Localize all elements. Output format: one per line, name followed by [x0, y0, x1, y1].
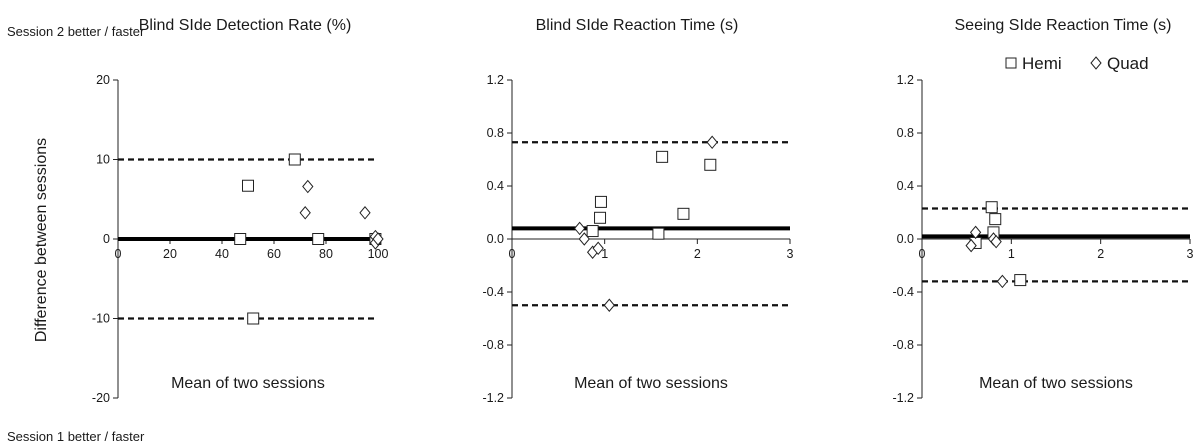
chart-title: Blind SIde Detection Rate (%) [139, 17, 352, 34]
chart-blind-reaction-time: Blind SIde Reaction Time (s) -1.2 -0.8 -0.4… [482, 17, 793, 405]
y-tick-label: 1.2 [487, 73, 504, 87]
x-tick-label: 40 [215, 247, 229, 261]
hemi-point [656, 150, 669, 163]
y-tick-label: -20 [92, 391, 110, 405]
x-tick-label: 0 [919, 247, 926, 261]
y-tick-label: 10 [96, 153, 110, 167]
y-tick-label: 0.8 [897, 126, 914, 140]
y-tick-label: 1.2 [897, 73, 914, 87]
x-tick-label: 2 [1097, 247, 1104, 261]
y-tick-label: 0.0 [487, 232, 504, 246]
y-tick-label: -0.4 [482, 285, 504, 299]
quad-point [372, 232, 384, 246]
session-2-note: Session 2 better / faster [7, 24, 145, 39]
quad-point [990, 234, 1002, 249]
chart-detection-rate: Blind SIde Detection Rate (%) -20 -10 0 10 20… [92, 17, 389, 405]
y-tick-label: 0 [103, 232, 110, 246]
hemi-point [1014, 274, 1027, 287]
x-tick-label: 3 [787, 247, 794, 261]
quad-point [969, 225, 982, 240]
quad-point [573, 221, 586, 236]
x-tick-label: 3 [1187, 247, 1194, 261]
chart-seeing-reaction-time: Seeing SIde Reaction Time (s) -1.2 -0.8 -0.… [892, 17, 1193, 405]
y-tick-label: 0.8 [487, 126, 504, 140]
y-tick-label: -1.2 [892, 391, 914, 405]
quad-point [359, 205, 371, 220]
hemi-point [288, 153, 301, 166]
y-axis-label: Difference between sessions [33, 138, 50, 342]
x-tick-label: 0 [509, 247, 516, 261]
quad-point [603, 298, 615, 313]
hemi-point [985, 201, 998, 214]
hemi-point [594, 195, 607, 208]
y-tick-label: 0.4 [487, 179, 504, 193]
hemi-point [989, 213, 1002, 226]
legend-quad-marker [1090, 56, 1102, 70]
chart-title: Seeing SIde Reaction Time (s) [955, 17, 1172, 34]
x-tick-label: 2 [694, 247, 701, 261]
legend-hemi-marker [1005, 57, 1017, 69]
x-tick-label: 60 [267, 247, 281, 261]
x-tick-label: 1 [601, 247, 608, 261]
quad-point [299, 205, 311, 220]
legend-hemi-label: Hemi [1022, 54, 1062, 73]
hemi-point [704, 158, 717, 171]
legend-quad-label: Quad [1107, 54, 1149, 73]
y-tick-label: 0.4 [897, 179, 914, 193]
x-axis-label: Mean of two sessions [979, 375, 1133, 392]
x-tick-label: 1 [1008, 247, 1015, 261]
x-tick-label: 100 [368, 247, 389, 261]
session-1-note: Session 1 better / faster [7, 429, 145, 444]
y-tick-label: -0.8 [892, 338, 914, 352]
legend: Hemi Quad [1005, 54, 1149, 73]
y-tick-label: -0.8 [482, 338, 504, 352]
chart-title: Blind SIde Reaction Time (s) [536, 17, 739, 34]
quad-point [706, 135, 718, 150]
y-tick-label: 20 [96, 73, 110, 87]
hemi-point [586, 225, 599, 238]
x-tick-label: 20 [163, 247, 177, 261]
x-axis-label: Mean of two sessions [574, 375, 728, 392]
x-tick-label: 0 [115, 247, 122, 261]
hemi-point [594, 211, 607, 224]
hemi-point [247, 312, 260, 325]
quad-point [592, 241, 604, 256]
y-tick-label: -10 [92, 312, 110, 326]
y-tick-label: 0.0 [897, 232, 914, 246]
quad-point [302, 179, 314, 194]
hemi-point [652, 227, 665, 240]
hemi-point [242, 179, 254, 192]
hemi-point [677, 207, 690, 220]
quad-point [578, 232, 590, 246]
quad-point [965, 238, 977, 253]
hemi-point [312, 233, 325, 245]
y-tick-label: -0.4 [892, 285, 914, 299]
x-tick-label: 80 [319, 247, 333, 261]
quad-point [996, 274, 1009, 289]
hemi-point [234, 233, 247, 245]
y-tick-label: -1.2 [482, 391, 504, 405]
x-axis-label: Mean of two sessions [171, 375, 325, 392]
